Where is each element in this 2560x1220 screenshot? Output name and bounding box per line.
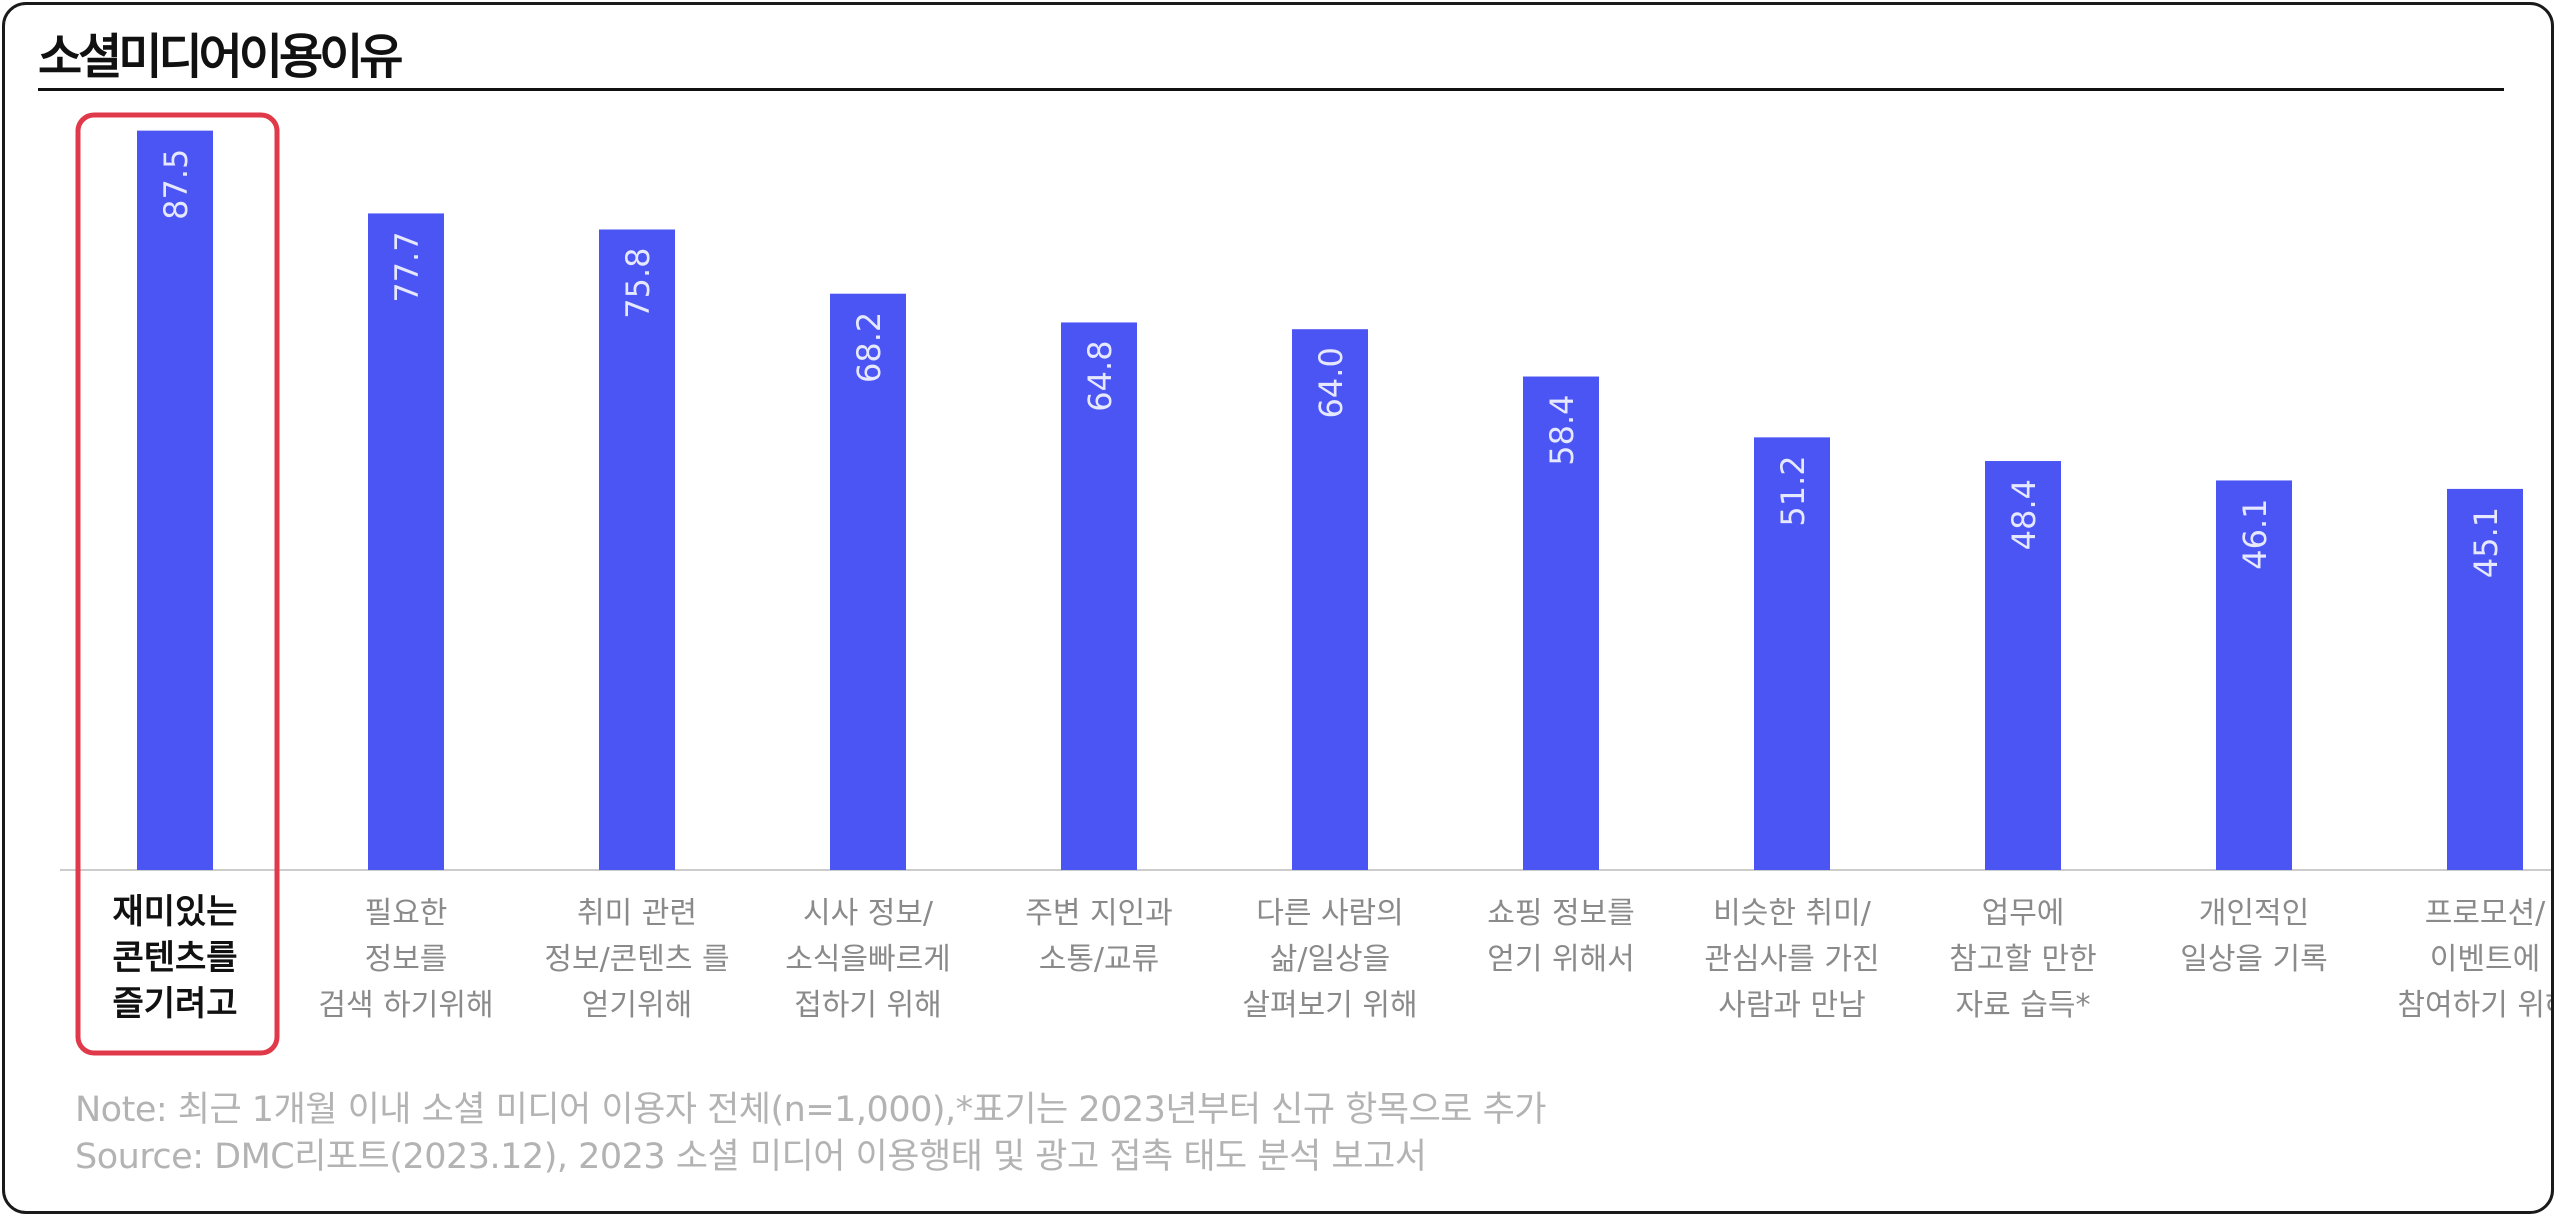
category-label-3-line-2: 정보/콘텐츠 를 <box>544 942 729 977</box>
bar-4 <box>830 293 906 871</box>
bar-value-label-8: 51.2 <box>1774 455 1812 526</box>
category-label-2-line-3: 검색 하기위해 <box>318 988 493 1023</box>
bar-value-label-6: 64.0 <box>1312 347 1350 418</box>
bar-9 <box>1985 461 2061 870</box>
category-label-4-line-3: 접하기 위해 <box>794 988 942 1023</box>
source-text: Source: DMC리포트(2023.12), 2023 소셜 미디어 이용행… <box>75 1137 1427 1177</box>
footnotes: Note: 최근 1개월 이내 소셜 미디어 이용자 전체(n=1,000),*… <box>75 1087 1547 1181</box>
category-label-2-line-2: 정보를 <box>365 942 448 977</box>
category-label-4-line-2: 소식을빠르게 <box>785 942 951 977</box>
category-label-8-line-3: 사람과 만남 <box>1718 988 1866 1023</box>
bar-value-label-5: 64.8 <box>1081 340 1119 411</box>
bar-value-label-3: 75.8 <box>619 247 657 318</box>
bar-10 <box>2216 480 2292 870</box>
bar-value-label-1: 87.5 <box>157 149 195 220</box>
highlight-box <box>75 112 280 1056</box>
bar-6 <box>1292 329 1368 870</box>
category-label-9-line-2: 참고할 만한 <box>1949 942 2097 977</box>
category-label-7-line-2: 얻기 위해서 <box>1487 942 1635 977</box>
category-label-1-line-1: 재미있는 <box>112 892 237 932</box>
category-label-9-line-1: 업무에 <box>1982 896 2065 931</box>
bar-2 <box>368 213 444 870</box>
category-label-3-line-3: 얻기위해 <box>582 988 692 1023</box>
bar-value-label-2: 77.7 <box>388 231 426 302</box>
note-text: Note: 최근 1개월 이내 소셜 미디어 이용자 전체(n=1,000),*… <box>75 1090 1547 1130</box>
category-label-5-line-2: 소통/교류 <box>1039 942 1160 977</box>
category-label-3-line-1: 취미 관련 <box>577 896 697 931</box>
bar-3 <box>599 229 675 871</box>
category-label-2-line-1: 필요한 <box>365 896 448 931</box>
category-label-7-line-1: 쇼핑 정보를 <box>1487 896 1635 931</box>
category-label-1-line-3: 즐기려고 <box>112 984 237 1024</box>
bar-1 <box>137 130 213 870</box>
category-label-4-line-1: 시사 정보/ <box>803 896 934 931</box>
bar-11 <box>2447 488 2523 870</box>
title-divider <box>38 88 2504 91</box>
category-label-5-line-1: 주변 지인과 <box>1025 896 1173 931</box>
category-label-8-line-1: 비슷한 취미/ <box>1713 896 1872 931</box>
category-label-10-line-1: 개인적인 <box>2199 896 2309 931</box>
category-label-11-line-1: 프로모션/ <box>2425 896 2546 931</box>
category-label-1-line-2: 콘텐츠를 <box>112 938 237 978</box>
bar-value-label-10: 46.1 <box>2236 498 2274 569</box>
category-label-10-line-2: 일상을 기록 <box>2180 942 2328 977</box>
category-label-6-line-1: 다른 사람의 <box>1256 896 1404 931</box>
bar-value-label-11: 45.1 <box>2467 507 2505 578</box>
category-label-9-line-3: 자료 습득* <box>1956 988 2091 1023</box>
category-label-11-line-3: 참여하기 위해 <box>2397 988 2554 1023</box>
bar-8 <box>1754 437 1830 870</box>
category-label-6-line-3: 살펴보기 위해 <box>1242 988 1417 1023</box>
bar-value-label-7: 58.4 <box>1543 395 1581 466</box>
category-label-11-line-2: 이벤트에 <box>2430 942 2540 977</box>
bar-value-label-4: 68.2 <box>850 312 888 383</box>
category-label-6-line-2: 삶/일상을 <box>1270 942 1391 977</box>
bar-value-label-9: 48.4 <box>2005 479 2043 550</box>
bar-7 <box>1523 376 1599 870</box>
chart-title: 소셜미디어이용이유 <box>38 29 403 85</box>
category-label-8-line-2: 관심사를 가진 <box>1704 942 1879 977</box>
bar-5 <box>1061 322 1137 870</box>
